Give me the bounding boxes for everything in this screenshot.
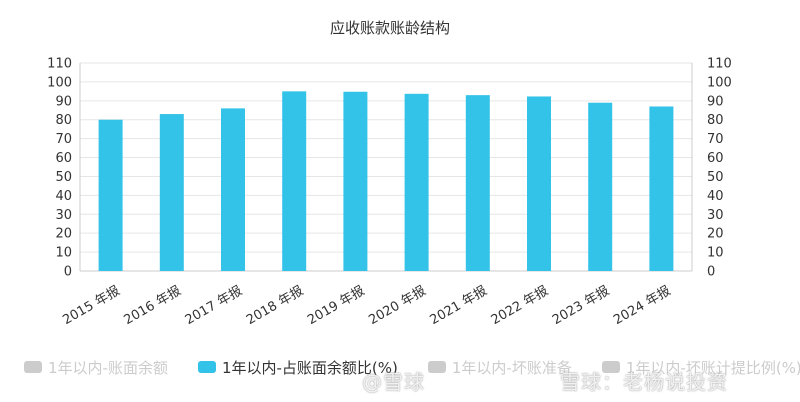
y2-tick-label: 0 [707,265,715,280]
legend-swatch [24,361,42,373]
y-tick-label: 60 [55,151,72,166]
watermark-left: @雪球 [362,370,425,394]
x-tick-label: 2016 年报 [122,283,184,328]
y-tick-label: 90 [55,94,72,109]
x-tick-label: 2018 年报 [244,283,306,328]
y-tick-label: 0 [64,265,72,280]
y-tick-label: 110 [47,57,72,72]
y-tick-label: 80 [55,113,72,128]
bar-series [98,91,674,272]
bar[interactable] [343,91,368,271]
bar[interactable] [588,102,613,271]
x-tick-label: 2017 年报 [183,283,245,328]
legend-label: 1年以内-账面余额 [48,358,168,377]
bar-chart: 应收账款账龄结构 0 10 20 30 40 50 60 70 80 90 100 110 0 10 20… [47,19,732,328]
y2-tick-label: 50 [707,170,724,185]
legend-item-bad-debt-ratio[interactable]: 1年以内-坏账计提比例(%) [601,357,800,378]
legend: 1年以内-账面余额 1年以内-占账面余额比(%) 1年以内-坏账准备 1年以内-… [0,352,800,382]
chart-title: 应收账款账龄结构 [330,19,450,37]
y-tick-label: 30 [55,208,72,223]
bar[interactable] [465,95,490,272]
bar[interactable] [527,96,551,272]
x-tick-label: 2021 年报 [428,283,490,328]
y-tick-label: 10 [55,246,72,261]
x-tick-label: 2023 年报 [550,283,612,328]
bar[interactable] [282,91,307,271]
watermark-right: 雪球：老杨说投资 [560,370,728,394]
legend-label: 1年以内-坏账准备 [451,358,572,377]
legend-item-ratio[interactable]: 1年以内-占账面余额比(%) [197,357,398,378]
legend-swatch [601,361,620,373]
y-axis-right: 0 10 20 30 40 50 60 70 80 90 100 110 [707,57,732,280]
y2-tick-label: 110 [707,57,732,72]
y-tick-label: 50 [55,170,72,185]
y2-tick-label: 80 [707,113,724,128]
legend-label: 1年以内-坏账计提比例(%) [625,358,800,377]
y-axis-left: 0 10 20 30 40 50 60 70 80 90 100 110 [47,57,72,280]
y-tick-label: 100 [47,75,72,90]
x-tick-label: 2024 年报 [611,283,673,328]
legend-item-balance[interactable]: 1年以内-账面余额 [24,357,168,378]
x-tick-label: 2020 年报 [366,283,428,328]
bar[interactable] [159,114,184,272]
y-tick-label: 20 [55,227,72,242]
y2-tick-label: 10 [707,246,724,261]
y2-tick-label: 40 [707,189,724,204]
legend-item-bad-debt[interactable]: 1年以内-坏账准备 [427,357,572,378]
y2-tick-label: 90 [707,94,724,109]
x-tick-label: 2022 年报 [489,283,551,328]
bar[interactable] [404,93,429,272]
bar[interactable] [649,106,674,271]
y2-tick-label: 60 [707,151,724,166]
legend-swatch [197,361,216,373]
bar[interactable] [98,119,123,272]
y2-tick-label: 100 [707,75,732,90]
y2-tick-label: 30 [707,208,724,223]
y2-tick-label: 20 [707,227,724,242]
y-tick-label: 70 [55,132,72,147]
legend-swatch [427,361,446,373]
y2-tick-label: 70 [707,132,724,147]
x-tick-label: 2015 年报 [60,283,122,328]
legend-label: 1年以内-占账面余额比(%) [221,358,398,377]
bar[interactable] [221,108,245,271]
x-tick-label: 2019 年报 [305,283,367,328]
y-tick-label: 40 [55,189,72,204]
